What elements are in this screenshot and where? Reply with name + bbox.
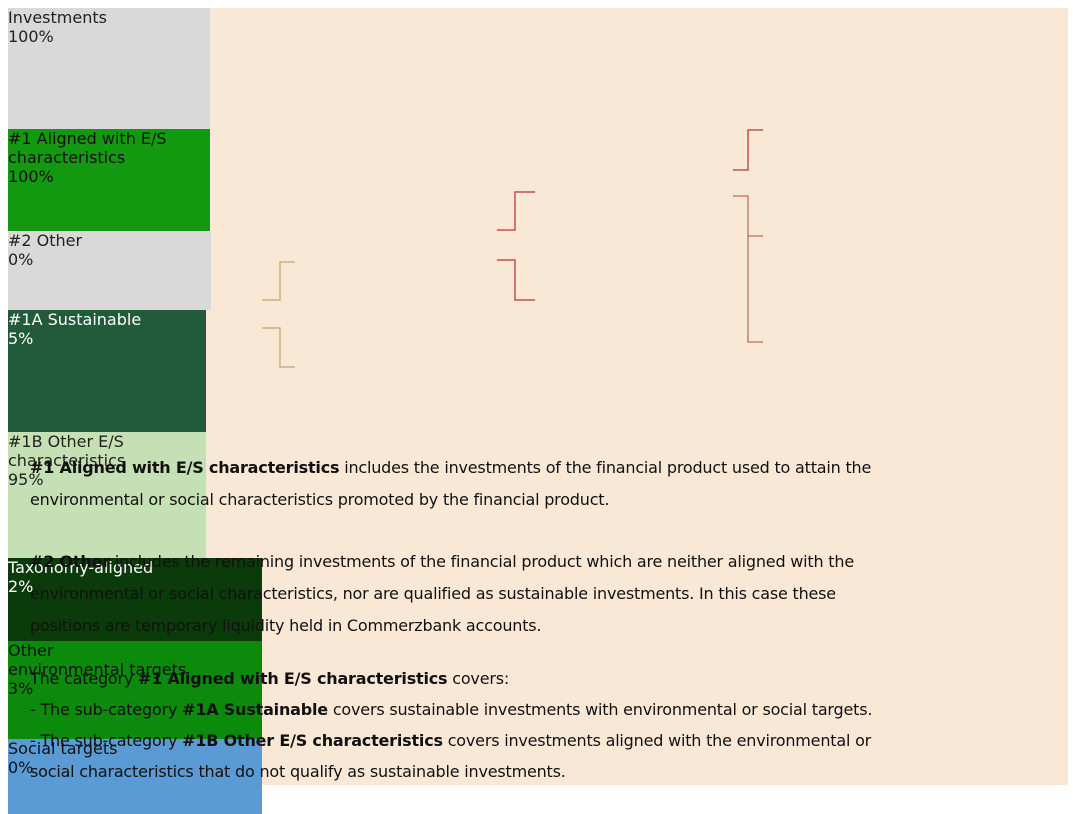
node-value: 100%	[8, 27, 54, 46]
text-line: social characteristics that do not quali…	[30, 762, 566, 781]
panel: Investments 100% #1 Aligned with E/S charac…	[8, 8, 1068, 814]
text-line: positions are temporary liquidity held i…	[30, 616, 542, 635]
text: includes the investments of the financia…	[339, 458, 872, 477]
text-line: #1 Aligned with E/S characteristics incl…	[30, 458, 871, 477]
connector	[733, 195, 763, 237]
node-label: #1A Sustainable	[8, 310, 142, 329]
node-label: #1 Aligned with E/S	[8, 129, 167, 148]
node-value: 2%	[8, 577, 34, 596]
connector	[497, 191, 535, 231]
node-value: 3%	[8, 679, 34, 698]
node: #2 Other 0%	[8, 231, 211, 310]
text: - The sub-category	[30, 700, 183, 719]
node-label: #1B Other E/S	[8, 432, 124, 451]
node-value: 95%	[8, 470, 44, 489]
connectors	[262, 129, 763, 368]
connector	[747, 236, 763, 343]
text-line: environmental or social characteristics …	[30, 490, 609, 509]
connector	[262, 261, 295, 301]
text-line: - The sub-category #1B Other E/S charact…	[30, 731, 871, 750]
node-label: Investments	[8, 8, 107, 27]
text: social characteristics that do not quali…	[30, 762, 566, 781]
node: Taxonomy-aligned 2%	[8, 558, 262, 641]
text: covers:	[447, 669, 510, 688]
node-label: Taxonomy-aligned	[8, 558, 154, 577]
node-value: 0%	[8, 758, 34, 777]
bold-text: #1 Aligned with E/S characteristics	[138, 669, 448, 688]
node: Other environmental targets 3%	[8, 641, 262, 739]
text: environmental or social characteristics,…	[30, 584, 836, 603]
text-line: environmental or social characteristics,…	[30, 584, 836, 603]
node-label: environmental targets	[8, 660, 187, 679]
node-label: Social targets	[8, 739, 118, 758]
node-value: 0%	[8, 250, 34, 269]
connector	[262, 327, 295, 368]
bold-text: #1B Other E/S characteristics	[182, 731, 443, 750]
text: covers sustainable investments with envi…	[327, 700, 873, 719]
bold-text: #1A Sustainable	[182, 700, 328, 719]
text: includes the remaining investments of th…	[109, 552, 854, 571]
node: Investments 100%	[8, 8, 210, 129]
text-line: - The sub-category #1A Sustainable cover…	[30, 700, 872, 719]
text: - The sub-category	[30, 731, 183, 750]
text-line: #2 Other includes the remaining investme…	[30, 552, 854, 571]
node: #1B Other E/S characteristics 95%	[8, 432, 206, 558]
text-line: The category #1 Aligned with E/S charact…	[30, 669, 509, 688]
node-value: 5%	[8, 329, 34, 348]
node-value: 100%	[8, 167, 54, 186]
connector	[733, 129, 763, 171]
node-label: #2 Other	[8, 231, 83, 250]
text: covers investments aligned with the envi…	[442, 731, 872, 750]
connector	[497, 259, 535, 301]
bold-text: #2 Other	[30, 552, 110, 571]
node-label: characteristics	[8, 148, 126, 167]
text: The category	[30, 669, 139, 688]
node-label: characteristics	[8, 451, 126, 470]
node-label: Other	[8, 641, 54, 660]
node: #1 Aligned with E/S characteristics 100%	[8, 129, 210, 231]
bold-text: #1 Aligned with E/S characteristics	[30, 458, 340, 477]
node: #1A Sustainable 5%	[8, 310, 206, 432]
text: environmental or social characteristics …	[30, 490, 610, 509]
text: positions are temporary liquidity held i…	[30, 616, 542, 635]
